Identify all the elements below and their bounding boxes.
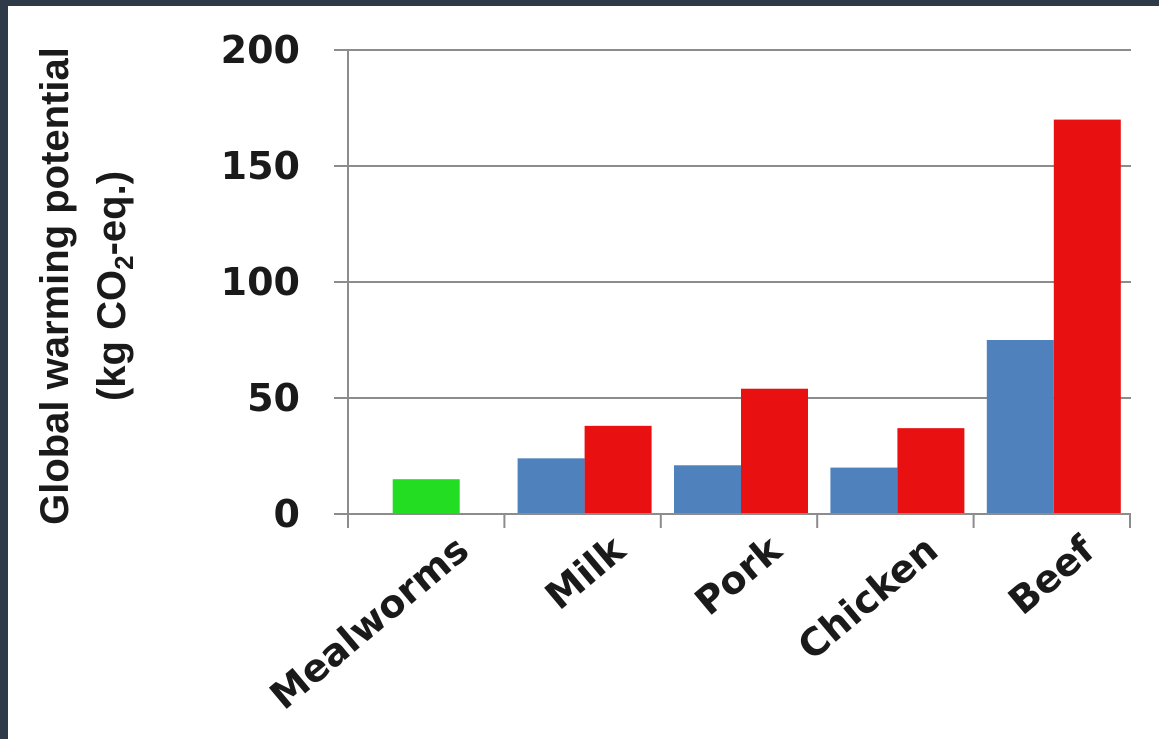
bar-milk-series2 — [584, 425, 652, 514]
y-tick-label: 100 — [221, 260, 300, 304]
y-axis-label-subscript: 2 — [109, 255, 139, 269]
bar-milk-series1 — [517, 458, 585, 514]
bar-beef-series2 — [1053, 119, 1121, 514]
y-axis-label-line2: (kg CO2-eq.) — [90, 171, 139, 401]
bar-pork-series2 — [741, 388, 808, 514]
x-tick-labels: Mealworms Milk Pork Chicken Beef — [261, 527, 1102, 718]
x-tick-label: Milk — [537, 527, 634, 618]
y-tick-label: 150 — [221, 144, 300, 188]
bar-mealworms — [392, 479, 460, 514]
y-axis-label-pre: (kg CO — [90, 270, 134, 401]
x-tick-label: Beef — [1000, 527, 1103, 623]
bars — [392, 119, 1121, 514]
chart-frame: 0 50 100 150 200 Mealworms Milk Pork Chicken Bee… — [8, 6, 1159, 739]
y-axis-label-line1: Global warming potential — [33, 47, 77, 525]
y-tick-label: 50 — [247, 376, 300, 420]
bar-chart: 0 50 100 150 200 Mealworms Milk Pork Chicken Bee… — [33, 28, 1131, 718]
bar-beef-series1 — [986, 340, 1054, 514]
y-tick-label: 200 — [221, 28, 300, 72]
x-tick-label: Pork — [686, 527, 790, 624]
bar-chicken-series2 — [897, 428, 965, 514]
x-tick-label: Chicken — [790, 527, 947, 668]
axes — [347, 50, 1131, 528]
bar-chicken-series1 — [830, 467, 898, 514]
y-axis-label-post: -eq.) — [90, 171, 134, 255]
x-tick-label: Mealworms — [261, 527, 477, 718]
y-tick-label: 0 — [274, 492, 300, 536]
y-tick-labels: 0 50 100 150 200 — [221, 28, 300, 536]
bar-pork-series1 — [674, 465, 741, 514]
